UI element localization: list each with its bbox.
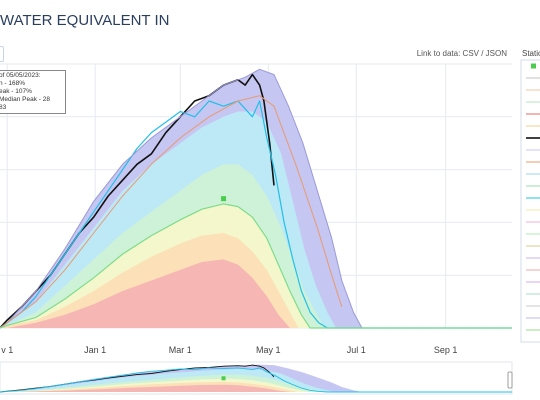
chart-title: WATER EQUIVALENT IN	[0, 12, 170, 29]
markers	[221, 196, 227, 202]
annotation-line: Median Peak - 28	[0, 96, 50, 103]
series-lines	[0, 68, 512, 329]
x-tick-label: Sep 1	[434, 345, 458, 355]
range-slider-handle[interactable]	[507, 371, 513, 389]
series-line	[0, 95, 343, 329]
median-peak-marker	[221, 196, 227, 202]
stats-annotation: of 05/05/2023: n - 168% eak - 107% Media…	[0, 70, 66, 114]
x-tick-label: Mar 1	[169, 345, 192, 355]
annotation-line: 83	[0, 104, 7, 111]
legend-title: Station	[522, 49, 540, 58]
annotation-line: of 05/05/2023:	[0, 72, 41, 79]
series-line	[0, 100, 512, 329]
x-tick-label: Jan 1	[84, 345, 106, 355]
annotation-line: eak - 107%	[0, 88, 32, 95]
x-tick-label: May 1	[256, 345, 281, 355]
mini-band	[0, 384, 512, 392]
legend-item-marker	[531, 63, 536, 69]
mini-marker	[221, 376, 226, 381]
data-link[interactable]: Link to data: CSV / JSON	[416, 49, 507, 58]
annotation-line: n - 168%	[0, 80, 26, 87]
legend[interactable]	[520, 59, 540, 343]
band-10th	[0, 259, 512, 328]
toolbar-button[interactable]	[0, 46, 4, 62]
series-line	[0, 203, 512, 329]
mini-series-line	[0, 367, 512, 393]
series-line	[0, 68, 512, 329]
range-slider[interactable]	[0, 361, 513, 395]
x-tick-labels: v 1 Jan 1 Mar 1 May 1 Jul 1 Sep 1	[1, 345, 457, 355]
x-tick-label: v 1	[1, 345, 13, 355]
x-tick-label: Jul 1	[347, 345, 366, 355]
legend-box	[520, 59, 540, 343]
percentile-bands	[0, 69, 512, 329]
